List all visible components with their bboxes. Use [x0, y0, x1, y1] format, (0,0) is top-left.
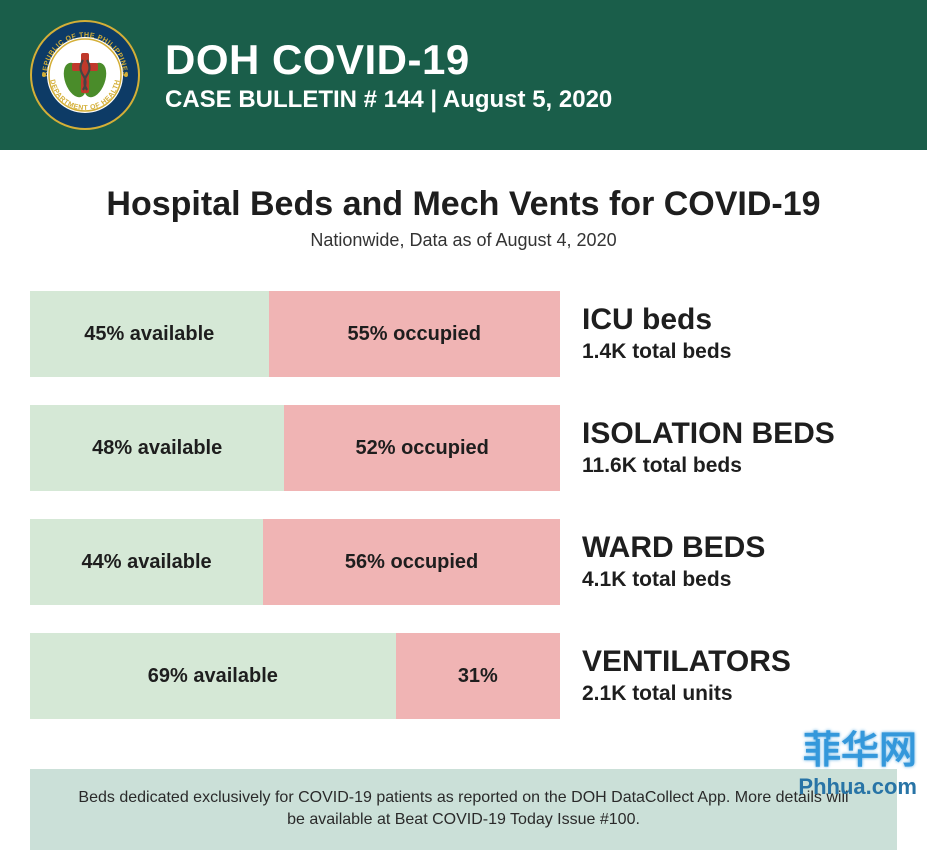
- metric-title: ICU beds: [582, 304, 897, 336]
- stacked-bar: 48% available52% occupied: [30, 405, 560, 491]
- footer-note: Beds dedicated exclusively for COVID-19 …: [30, 769, 897, 850]
- metric-label: VENTILATORS 2.1K total units: [582, 646, 897, 706]
- stacked-bar: 69% available31%: [30, 633, 560, 719]
- watermark-url: Phhua.com: [798, 774, 917, 800]
- occupied-segment: 31%: [396, 633, 560, 719]
- header-bar: REPUBLIC OF THE PHILIPPINES DEPARTMENT O…: [0, 0, 927, 150]
- metric-subtitle: 11.6K total beds: [582, 454, 897, 478]
- watermark-logo: 菲华网: [798, 719, 917, 774]
- main-subtitle: Nationwide, Data as of August 4, 2020: [30, 230, 897, 251]
- metric-row: 44% available56% occupied WARD BEDS 4.1K t…: [30, 519, 897, 605]
- stacked-bar: 44% available56% occupied: [30, 519, 560, 605]
- main-title: Hospital Beds and Mech Vents for COVID-1…: [30, 185, 897, 224]
- available-segment: 44% available: [30, 519, 263, 605]
- header-subtitle: CASE BULLETIN # 144 | August 5, 2020: [165, 86, 612, 114]
- occupied-segment: 56% occupied: [263, 519, 560, 605]
- bars-container: 45% available55% occupied ICU beds 1.4K to…: [30, 291, 897, 719]
- content-area: Hospital Beds and Mech Vents for COVID-1…: [0, 150, 927, 739]
- metric-subtitle: 2.1K total units: [582, 682, 897, 706]
- metric-label: WARD BEDS 4.1K total beds: [582, 532, 897, 592]
- metric-row: 69% available31% VENTILATORS 2.1K total un…: [30, 633, 897, 719]
- metric-title: ISOLATION BEDS: [582, 418, 897, 450]
- available-segment: 45% available: [30, 291, 269, 377]
- header-title: DOH COVID-19: [165, 36, 612, 84]
- occupied-segment: 52% occupied: [284, 405, 560, 491]
- metric-label: ISOLATION BEDS 11.6K total beds: [582, 418, 897, 478]
- watermark: 菲华网 Phhua.com: [798, 719, 917, 800]
- metric-title: WARD BEDS: [582, 532, 897, 564]
- metric-row: 45% available55% occupied ICU beds 1.4K to…: [30, 291, 897, 377]
- available-segment: 69% available: [30, 633, 396, 719]
- metric-title: VENTILATORS: [582, 646, 897, 678]
- metric-label: ICU beds 1.4K total beds: [582, 304, 897, 364]
- doh-seal-icon: REPUBLIC OF THE PHILIPPINES DEPARTMENT O…: [30, 20, 140, 130]
- metric-row: 48% available52% occupied ISOLATION BEDS 1…: [30, 405, 897, 491]
- metric-subtitle: 4.1K total beds: [582, 568, 897, 592]
- occupied-segment: 55% occupied: [269, 291, 561, 377]
- metric-subtitle: 1.4K total beds: [582, 340, 897, 364]
- stacked-bar: 45% available55% occupied: [30, 291, 560, 377]
- available-segment: 48% available: [30, 405, 284, 491]
